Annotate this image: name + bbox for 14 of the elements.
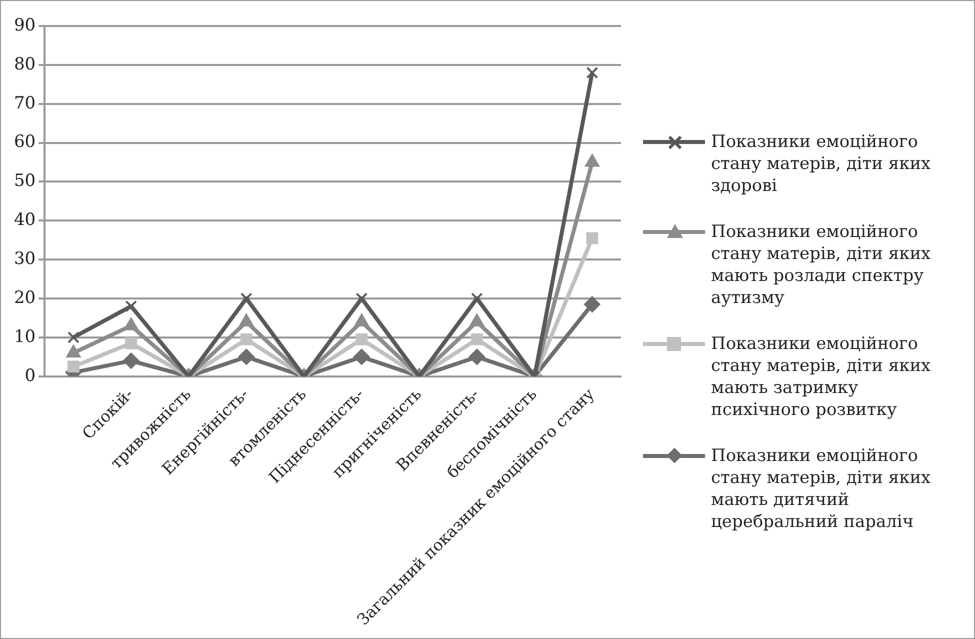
y-tick-label: 90 — [14, 15, 36, 36]
y-tick-label: 40 — [14, 210, 36, 230]
y-tick-label: 60 — [14, 132, 36, 152]
legend-label: Показники емоційного стану матерів, діти яких мають розлади спектру аутизму — [711, 221, 932, 309]
y-tick-label: 50 — [14, 171, 36, 192]
y-tick-label: 20 — [14, 288, 36, 308]
y-tick-label: 70 — [14, 93, 36, 114]
y-tick-label: 30 — [14, 248, 36, 269]
legend-label: Показники емоційного стану матерів, діти яких мають затримку психічного розвитку — [711, 333, 932, 421]
y-tick-label: 80 — [14, 54, 36, 74]
y-tick-label: 10 — [14, 326, 36, 347]
legend-label: Показники емоційного стану матерів, діти яких мають дитячий церебральний параліч — [711, 445, 932, 533]
legend-label: Показники емоційного стану матерів, діти яких здорові — [711, 131, 932, 197]
y-tick-label: 0 — [24, 366, 36, 386]
